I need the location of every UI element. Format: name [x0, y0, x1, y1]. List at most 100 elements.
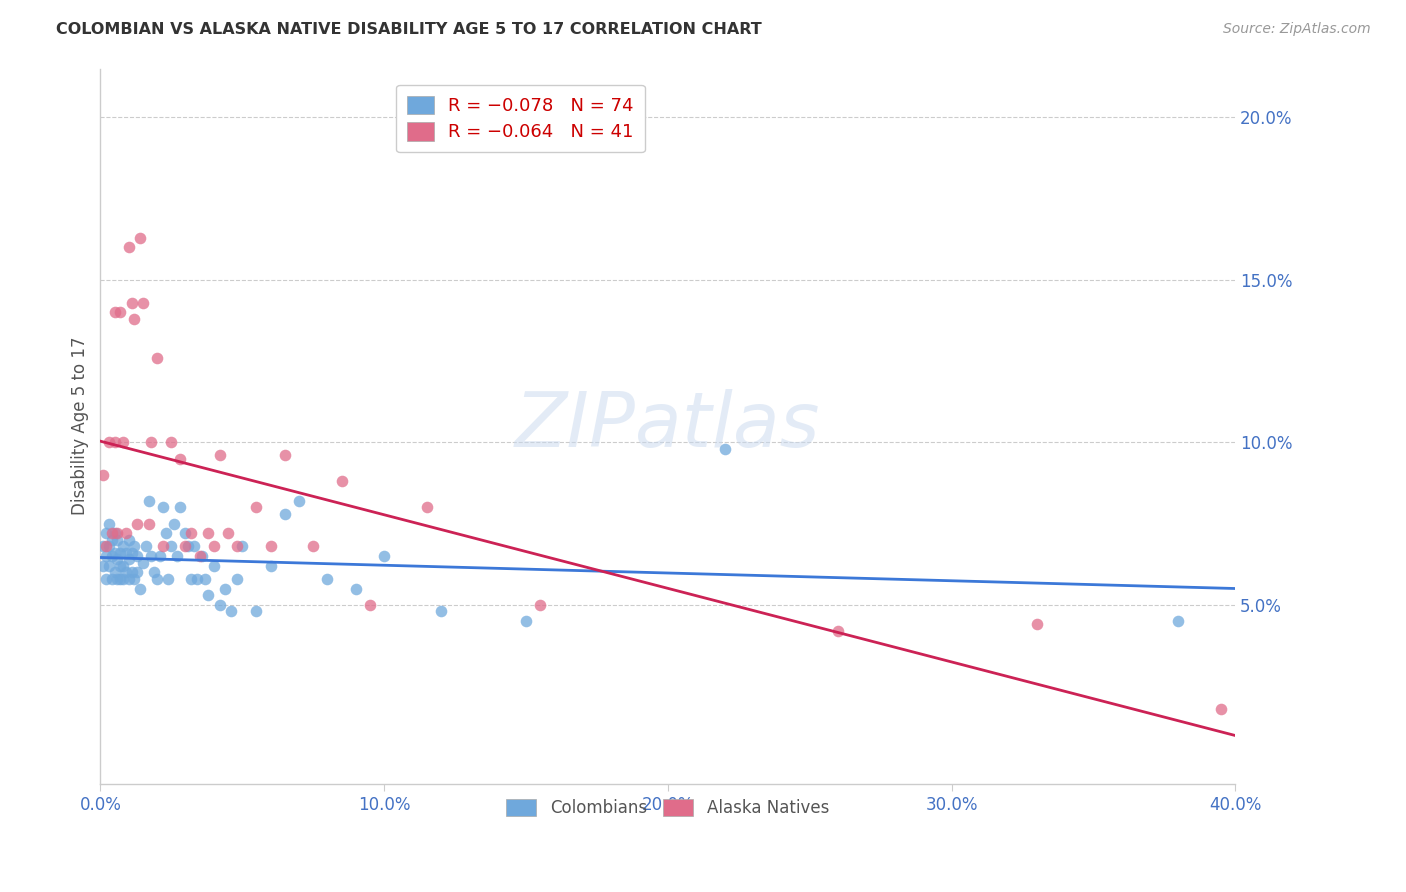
Point [112, 572, 135, 586]
Point [112, 540, 135, 554]
Y-axis label: Disability Age 5 to 17: Disability Age 5 to 17 [72, 337, 89, 516]
Point [169, 451, 191, 466]
Point [152, 500, 174, 515]
Point [166, 549, 188, 564]
Point [115, 526, 138, 541]
Point [231, 540, 253, 554]
Point [713, 442, 735, 456]
Text: Source: ZipAtlas.com: Source: ZipAtlas.com [1223, 22, 1371, 37]
Point [97, 540, 120, 554]
Point [214, 582, 236, 596]
Point [103, 435, 125, 450]
Point [127, 549, 149, 564]
Point [132, 556, 155, 570]
Point [197, 526, 219, 541]
Point [1209, 702, 1232, 716]
Point [202, 558, 225, 573]
Point [274, 449, 297, 463]
Point [191, 549, 214, 564]
Point [91, 540, 114, 554]
Point [225, 540, 247, 554]
Point [1167, 614, 1189, 628]
Point [121, 546, 143, 560]
Point [174, 526, 197, 541]
Point [94, 572, 117, 586]
Point [180, 526, 202, 541]
Point [94, 540, 117, 554]
Point [129, 230, 152, 244]
Point [112, 435, 135, 450]
Text: ZIPatlas: ZIPatlas [515, 389, 821, 463]
Point [118, 533, 141, 547]
Point [316, 572, 339, 586]
Point [330, 475, 353, 489]
Point [160, 435, 183, 450]
Point [1025, 617, 1047, 632]
Point [169, 500, 191, 515]
Point [149, 549, 172, 564]
Point [259, 558, 281, 573]
Point [174, 540, 197, 554]
Point [108, 558, 131, 573]
Point [118, 240, 141, 254]
Point [194, 572, 217, 586]
Point [373, 549, 395, 564]
Point [108, 546, 131, 560]
Point [103, 305, 125, 319]
Point [127, 566, 149, 580]
Point [94, 549, 117, 564]
Text: COLOMBIAN VS ALASKA NATIVE DISABILITY AGE 5 TO 17 CORRELATION CHART: COLOMBIAN VS ALASKA NATIVE DISABILITY AG… [56, 22, 762, 37]
Point [91, 467, 114, 482]
Point [127, 516, 149, 531]
Point [197, 588, 219, 602]
Point [146, 572, 169, 586]
Point [129, 582, 152, 596]
Point [97, 435, 120, 450]
Point [138, 494, 160, 508]
Point [112, 558, 135, 573]
Point [100, 572, 122, 586]
Point [100, 533, 122, 547]
Point [529, 598, 551, 612]
Point [108, 572, 131, 586]
Point [108, 305, 131, 319]
Point [103, 546, 125, 560]
Point [202, 540, 225, 554]
Point [160, 540, 183, 554]
Point [118, 552, 141, 566]
Legend: Colombians, Alaska Natives: Colombians, Alaska Natives [498, 790, 838, 825]
Point [180, 572, 202, 586]
Point [121, 566, 143, 580]
Point [105, 552, 128, 566]
Point [157, 572, 180, 586]
Point [208, 598, 231, 612]
Point [152, 540, 174, 554]
Point [141, 435, 163, 450]
Point [219, 604, 242, 618]
Point [188, 549, 211, 564]
Point [115, 546, 138, 560]
Point [259, 540, 281, 554]
Point [115, 566, 138, 580]
Point [146, 351, 169, 365]
Point [827, 624, 849, 638]
Point [186, 572, 208, 586]
Point [302, 540, 325, 554]
Point [217, 526, 239, 541]
Point [124, 540, 146, 554]
Point [124, 311, 146, 326]
Point [100, 549, 122, 564]
Point [344, 582, 367, 596]
Point [141, 549, 163, 564]
Point [415, 500, 437, 515]
Point [183, 540, 205, 554]
Point [97, 516, 120, 531]
Point [105, 526, 128, 541]
Point [124, 572, 146, 586]
Point [103, 526, 125, 541]
Point [138, 516, 160, 531]
Point [135, 540, 157, 554]
Point [274, 507, 297, 521]
Point [245, 500, 267, 515]
Point [121, 295, 143, 310]
